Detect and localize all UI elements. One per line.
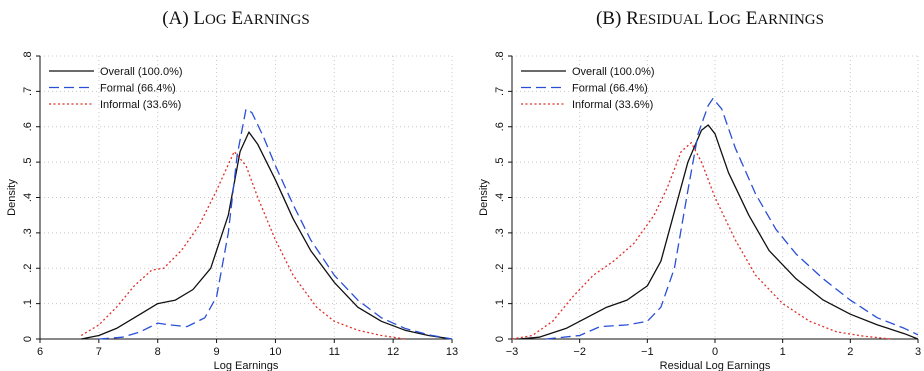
x-tick-label: 7 [96, 346, 102, 358]
series-line-overall [518, 124, 919, 340]
series-line-overall [81, 131, 453, 340]
legend-label: Informal (33.6%) [572, 99, 653, 111]
x-tick-label: 10 [269, 346, 281, 358]
x-tick-label: 11 [329, 346, 340, 358]
chart-title: (A) LOG EARNINGS [162, 8, 309, 29]
series-line-formal [545, 97, 919, 340]
legend-label: Formal (66.4%) [572, 83, 648, 95]
x-tick-label: 9 [214, 346, 220, 358]
legend-label: Formal (66.4%) [100, 83, 176, 95]
x-tick-label: 12 [387, 346, 399, 358]
y-axis-label: Density [6, 179, 18, 216]
x-tick-label: 13 [446, 346, 458, 358]
series-line-informal [511, 142, 891, 340]
x-axis-label: Residual Log Earnings [660, 360, 771, 371]
x-axis-label: Log Earnings [214, 360, 279, 371]
y-tick-label: .3 [494, 228, 506, 237]
x-tick-label: 1 [780, 346, 786, 358]
x-tick-label: 8 [155, 346, 161, 358]
y-tick-label: .1 [494, 299, 506, 308]
y-tick-label: .6 [22, 122, 34, 131]
y-tick-label: .2 [494, 264, 506, 273]
legend-label: Overall (100.0%) [572, 66, 655, 78]
y-tick-label: .2 [22, 264, 34, 273]
y-tick-label: .7 [494, 87, 506, 96]
y-tick-label: .3 [22, 228, 34, 237]
x-tick-label: −2 [573, 346, 586, 358]
y-axis-label: Density [478, 179, 490, 216]
legend: Overall (100.0%) Formal (66.4%) Informal (… [521, 66, 655, 111]
y-tick-label: .5 [494, 158, 506, 167]
chart-title: (B) RESIDUAL LOG EARNINGS [596, 8, 824, 29]
x-tick-label: 0 [712, 346, 718, 358]
y-tick-label: .7 [22, 87, 34, 96]
y-tick-label: .8 [494, 51, 506, 60]
chart-panel-a: (A) LOG EARNINGS 6 7 8 9 10 11 12 13 0 .1 .2 .3 .4 .5.… [6, 8, 458, 371]
x-tick-label: 6 [37, 346, 43, 358]
y-tick-label: .4 [494, 193, 506, 202]
y-tick-label: 0 [494, 336, 506, 342]
y-tick-label: .4 [22, 193, 34, 202]
y-tick-label: .8 [22, 51, 34, 60]
legend: Overall (100.0%) Formal (66.4%) Informal (… [49, 66, 183, 111]
x-tick-label: −3 [506, 346, 519, 358]
x-tick-label: 2 [847, 346, 853, 358]
legend-label: Informal (33.6%) [100, 99, 181, 111]
chart-panel-b: (B) RESIDUAL LOG EARNINGS −3 −2 −1 0 1 2 3 0 .1 .2… [478, 8, 921, 371]
x-tick-label: 3 [915, 346, 921, 358]
legend-label: Overall (100.0%) [100, 66, 183, 78]
x-tick-label: −1 [641, 346, 654, 358]
y-tick-label: .1 [22, 299, 34, 308]
y-tick-label: 0 [22, 336, 34, 342]
y-tick-label: .6 [494, 122, 506, 131]
series-line-formal [98, 108, 453, 340]
y-tick-label: .5 [22, 158, 34, 167]
series-line-informal [80, 150, 405, 340]
